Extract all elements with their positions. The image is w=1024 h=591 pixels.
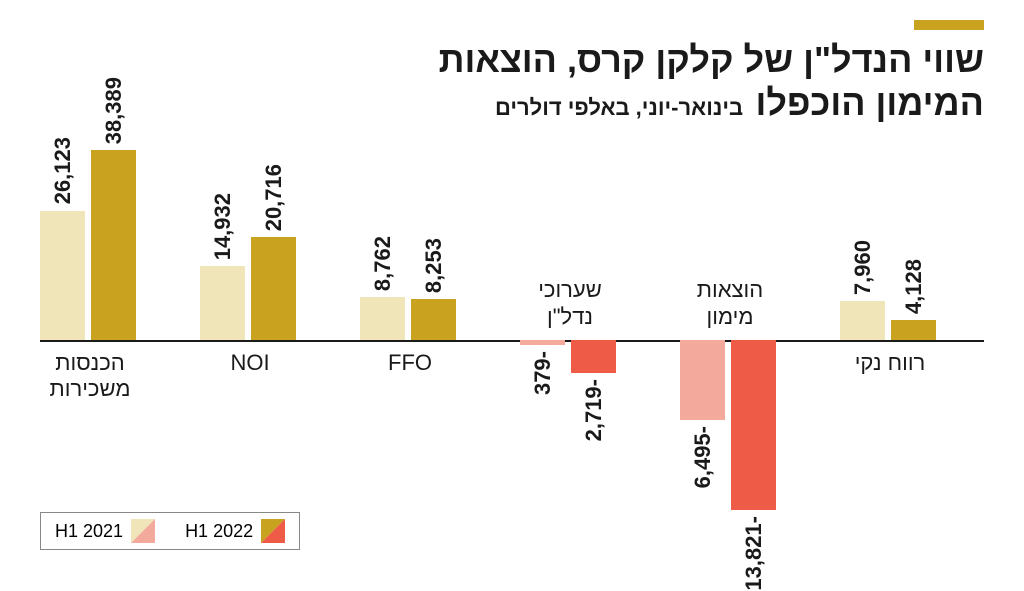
bar [571,340,616,373]
category-label: NOI [180,350,320,376]
bar-value-label: 26,123 [50,137,76,204]
bar-value-label: 14,932 [210,193,236,260]
legend-item: H1 2022 [185,519,285,543]
bar-value-label: 38,389 [101,77,127,144]
bar-value-label: -13,821 [741,516,767,591]
legend-swatch [261,519,285,543]
bar-group: 8,7628,253FFO [360,150,500,530]
category-label: שערוכינדל"ן [500,277,640,330]
chart-subtitle: בינואר-יוני, באלפי דולרים [495,95,743,120]
bar [680,340,725,420]
bar-value-label: -6,495 [690,426,716,488]
legend: H1 2021 H1 2022 [40,512,300,550]
bar-value-label: -2,719 [581,379,607,441]
category-label: הוצאותמימון [660,277,800,330]
category-label: הכנסותמשכירות [20,350,160,403]
accent-bar [914,20,984,30]
chart-area: 26,12338,389הכנסותמשכירות 14,932 20,716 NOI… [40,150,984,530]
bar-group: 26,12338,389הכנסותמשכירות [40,150,180,530]
bar-group: 14,93220,716NOI [200,150,340,530]
bar-value-label: 8,762 [370,236,396,291]
bar [91,150,136,340]
bar-value-label: 4,128 [901,259,927,314]
bar [200,266,245,340]
legend-label: H1 2022 [185,521,253,542]
bar [731,340,776,510]
category-label: רווח נקי [820,350,960,376]
chart-title-line1: שווי הנדל"ן של קלקן קרס, הוצאות [439,38,984,81]
bar [40,211,85,340]
category-label: FFO [340,350,480,376]
bar [251,237,296,340]
bar-group: 7,9604,128רווח נקי [840,150,980,530]
bar-value-label: 20,716 [261,164,287,231]
bar [411,299,456,340]
bar-value-label: -379 [530,351,556,395]
bar [840,301,885,340]
bar-value-label: 7,960 [850,240,876,295]
bar-group: -379-2,719שערוכינדל"ן [520,150,660,530]
bar-value-label: 8,253 [421,238,447,293]
bar [891,320,936,340]
chart-header: שווי הנדל"ן של קלקן קרס, הוצאות המימון ה… [439,20,984,124]
chart-title-line2: המימון הוכפלו [756,82,985,123]
legend-swatch [131,519,155,543]
bar-group: -6,495-13,821הוצאותמימון [680,150,820,530]
bar [360,297,405,340]
bar [520,340,565,345]
legend-label: H1 2021 [55,521,123,542]
legend-item: H1 2021 [55,519,155,543]
